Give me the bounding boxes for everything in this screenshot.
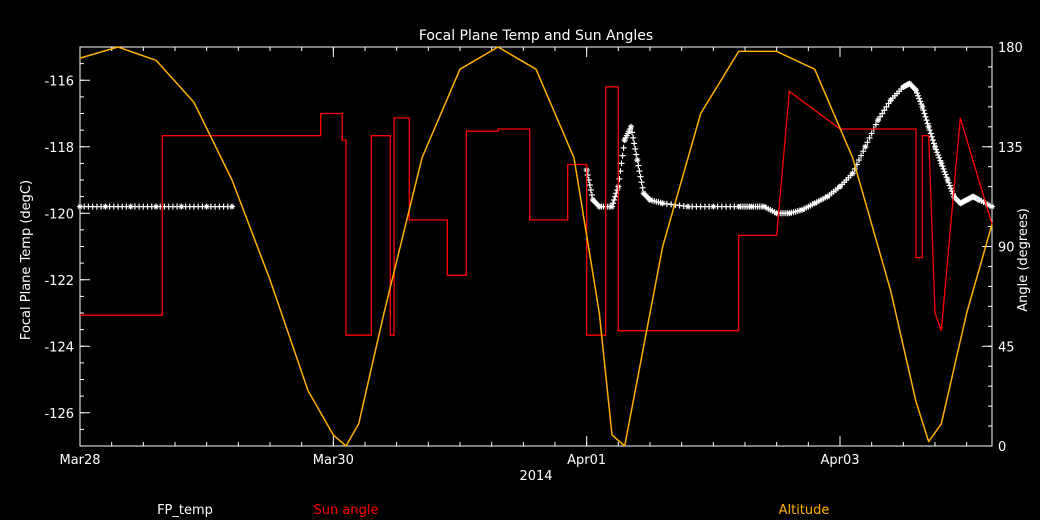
fp-temp-fill-point [631,140,638,147]
fp-temp-fill-point [586,181,593,188]
fp-temp-fill-point [947,185,954,192]
fp-temp-point [862,143,869,150]
fp-temp-fill-point [637,173,644,180]
fp-temp-fill-point [883,103,890,110]
series-fp-temp [77,80,995,217]
fp-temp-fill-point [923,117,930,124]
x-tick-label: Mar28 [59,453,100,468]
fp-temp-fill-point [864,139,871,146]
fp-temp-point [938,160,945,167]
fp-temp-fill-point [879,110,886,117]
fp-temp-fill-point [945,179,952,186]
left-tick-label: -116 [44,74,74,89]
left-tick-label: -126 [44,407,74,422]
fp-temp-fill-point [877,113,884,120]
series-sun-angle [80,86,993,336]
fp-temp-fill-point [616,175,623,182]
left-tick-label: -120 [44,207,74,222]
x-axis: Mar28 Mar30 Apr01 Apr03 [59,47,968,468]
right-tick-label: 0 [998,440,1006,455]
fp-temp-fill-point [620,144,627,151]
fp-temp-fill-point [929,137,936,144]
fp-temp-point [628,123,634,130]
fp-temp-fill-point [588,191,595,198]
fp-temp-fill-point [885,100,892,107]
fp-temp-point [919,103,926,110]
legend-fp-temp: FP_temp [157,503,213,518]
left-tick-label: -118 [44,141,74,156]
fp-temp-fill-point [915,92,922,99]
fp-temp-fill-point [941,168,948,175]
fp-temp-fill-point [927,130,934,137]
fp-temp-fill-point [933,146,940,153]
fp-temp-fill-point [916,95,923,102]
fp-temp-fill-point [866,134,873,141]
fp-temp-fill-point [638,179,645,186]
fp-temp-fill-point [926,127,933,134]
chart-title: Focal Plane Temp and Sun Angles [419,28,653,44]
fp-temp-fill-point [629,129,636,136]
fp-temp-fill-point [639,184,646,191]
legend-sun-angle: Sun angle [314,503,379,518]
fp-temp-point [849,170,856,177]
fp-temp-fill-point [860,148,867,155]
right-axis: 180 135 90 45 0 [982,41,1023,455]
right-tick-label: 135 [998,141,1023,156]
right-tick-label: 45 [998,340,1015,355]
x-axis-label: 2014 [519,469,552,484]
fp-temp-fill-point [934,149,941,156]
fp-temp-fill-point [612,193,619,200]
fp-temp-fill-point [928,133,935,140]
fp-temp-fill-point [917,98,924,105]
series-layer [77,46,995,447]
legend-altitude: Altitude [779,503,830,518]
fp-temp-fill-point [920,107,927,114]
fp-temp-fill-point [587,186,594,193]
x-tick-label: Apr01 [567,453,606,468]
fp-temp-fill-point [635,162,642,169]
fp-temp-point [875,117,881,124]
fp-temp-fill-point [935,152,942,159]
fp-temp-fill-point [942,171,949,178]
fp-temp-point [634,157,641,164]
x-tick-label: Apr03 [820,453,859,468]
fp-temp-point [659,200,666,207]
right-tick-label: 180 [998,41,1023,56]
left-axis-label: Focal Plane Temp (degC) [19,180,34,340]
x-tick-label: Mar30 [313,453,354,468]
left-tick-label: -124 [44,340,74,355]
fp-temp-point [989,203,995,210]
right-axis-label: Angle (degrees) [1016,208,1031,312]
fp-temp-point [229,203,235,210]
fp-temp-fill-point [936,154,943,161]
fp-temp-fill-point [630,134,637,141]
fp-temp-point [925,123,932,130]
fp-temp-fill-point [921,110,928,117]
series-altitude [79,46,993,447]
fp-temp-fill-point [610,200,617,207]
fp-temp-fill-point [868,130,875,137]
fp-temp-fill-point [858,152,865,159]
right-tick-label: 90 [998,241,1015,256]
fp-temp-fill-point [611,196,618,203]
fp-temp-fill-point [856,157,862,164]
fp-temp-fill-point [633,151,640,158]
left-tick-label: -122 [44,274,74,289]
fp-temp-fill-point [922,113,929,120]
fp-temp-fill-point [940,165,947,172]
fp-temp-fill-point [914,89,921,96]
fp-temp-fill-point [619,152,626,159]
fp-temp-fill-point [632,145,639,152]
fp-temp-fill-point [881,107,888,114]
fp-temp-fill-point [584,172,591,179]
fp-temp-fill-point [618,160,625,167]
fp-temp-fill-point [872,121,879,128]
fp-temp-fill-point [636,168,643,175]
fp-temp-fill-point [939,163,946,170]
fp-temp-fill-point [946,182,953,189]
left-axis: -116 -118 -120 -122 -124 -126 [44,46,90,447]
fp-temp-point [127,203,134,210]
